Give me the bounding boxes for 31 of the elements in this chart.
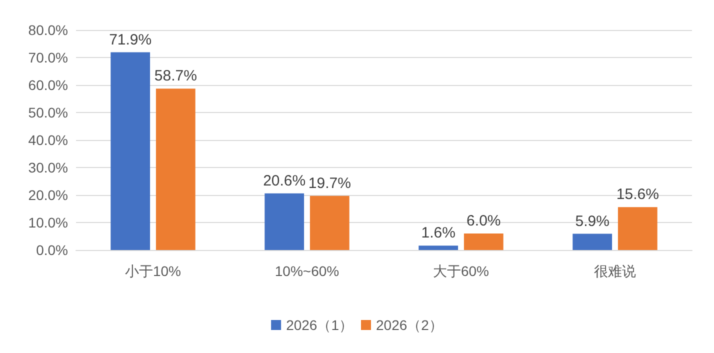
data-label: 71.9% <box>109 31 152 48</box>
data-label: 19.7% <box>308 174 351 192</box>
y-tick-label: 70.0% <box>28 50 68 66</box>
y-tick-label: 20.0% <box>28 187 68 203</box>
legend-label: 2026（2） <box>376 317 443 333</box>
data-label: 15.6% <box>616 186 659 204</box>
y-tick-label: 30.0% <box>28 160 68 176</box>
data-label: 20.6% <box>263 172 306 190</box>
y-tick-label: 0.0% <box>36 242 68 258</box>
bar <box>572 234 612 250</box>
data-label: 6.0% <box>466 212 501 230</box>
x-tick-label: 很难说 <box>594 263 636 279</box>
y-tick-label: 50.0% <box>28 104 68 120</box>
data-label: 58.7% <box>154 68 197 85</box>
bar <box>618 207 658 250</box>
data-label: 1.6% <box>421 224 456 242</box>
y-tick-label: 10.0% <box>28 214 68 230</box>
y-tick-label: 80.0% <box>28 22 68 38</box>
legend-label: 2026（1） <box>286 317 354 333</box>
data-label: 5.9% <box>575 212 610 230</box>
bar <box>110 52 150 250</box>
bar <box>156 88 196 250</box>
y-tick-label: 60.0% <box>28 77 68 93</box>
y-tick-label: 40.0% <box>28 132 68 148</box>
bar <box>418 246 458 250</box>
x-tick-label: 小于10% <box>124 263 182 279</box>
bar <box>310 196 350 250</box>
bar <box>464 234 504 250</box>
x-tick-label: 大于60% <box>432 263 490 279</box>
bar <box>264 193 304 250</box>
x-tick-label: 10%~60% <box>274 263 340 279</box>
